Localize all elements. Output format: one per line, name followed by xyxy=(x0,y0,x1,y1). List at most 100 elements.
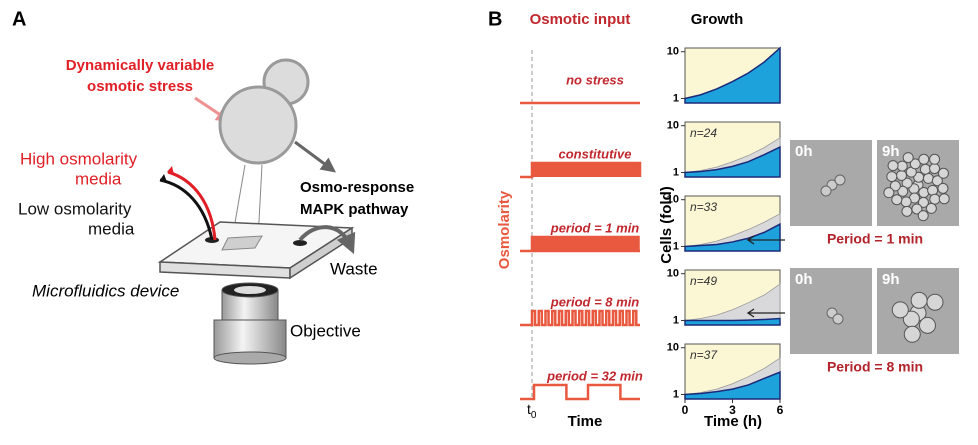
cell xyxy=(929,163,941,175)
cell xyxy=(902,152,914,164)
growth-x-label: Time (h) xyxy=(704,413,762,430)
condition-label: constitutive xyxy=(559,146,632,161)
cell xyxy=(929,193,941,205)
t0-sub: 0 xyxy=(531,410,537,421)
tube-end xyxy=(167,166,174,175)
cell xyxy=(896,169,908,181)
low-media-label: media xyxy=(88,219,135,238)
input-y-label: Osmolarity xyxy=(496,190,513,269)
y-tick-label: 1 xyxy=(673,240,679,252)
cell xyxy=(918,316,936,334)
growth-area xyxy=(684,317,781,326)
cell xyxy=(820,185,832,197)
cell xyxy=(889,180,901,192)
cell xyxy=(917,196,929,208)
cell xyxy=(910,291,928,309)
waste-arrow xyxy=(298,225,356,255)
osmotic-input xyxy=(520,383,640,401)
n-label: n=33 xyxy=(690,200,717,214)
high-media-label: media xyxy=(75,169,122,188)
panel-label: A xyxy=(12,8,26,30)
waste-label: Waste xyxy=(330,259,378,278)
osmotic-input xyxy=(520,161,642,179)
growth-title: Growth xyxy=(691,11,744,28)
outlet xyxy=(293,240,307,246)
cell xyxy=(926,293,944,311)
growth-area xyxy=(684,222,781,252)
cell xyxy=(900,196,912,208)
cell xyxy=(883,187,895,199)
x-tick-label: 3 xyxy=(729,403,736,417)
pointer-arrow xyxy=(746,235,785,245)
time-label: 0h xyxy=(795,143,813,160)
time-label: 0h xyxy=(795,271,813,288)
y-tick-label: 1 xyxy=(673,166,679,178)
n-label: n=37 xyxy=(690,348,718,362)
reference-area xyxy=(684,283,781,326)
condition-label: period = 1 min xyxy=(550,220,640,235)
n-label: n=24 xyxy=(690,126,717,140)
cell xyxy=(896,160,908,172)
device-label: Microfluidics device xyxy=(32,281,179,300)
objective-label: Objective xyxy=(290,321,361,340)
growth-area xyxy=(684,371,781,400)
arrow xyxy=(294,140,337,173)
pathway-label: Osmo-response xyxy=(300,179,414,196)
t0-label: t xyxy=(527,401,531,417)
image-caption: Period = 1 min xyxy=(827,231,923,247)
x-tick-label: 0 xyxy=(682,403,689,417)
tube-high xyxy=(167,170,217,241)
y-tick-label: 10 xyxy=(667,120,679,132)
growth-y-label: Cells (fold) xyxy=(658,186,675,264)
y-tick-label: 1 xyxy=(673,92,679,104)
yeast-cell xyxy=(218,58,310,165)
time-label: 9h xyxy=(882,271,900,288)
high-media-label: High osmolarity xyxy=(20,149,138,168)
cell xyxy=(931,175,943,187)
y-tick-label: 1 xyxy=(673,314,679,326)
cell xyxy=(927,184,939,196)
objective xyxy=(213,282,287,365)
cell xyxy=(918,153,930,165)
pathway-label: MAPK pathway xyxy=(300,201,409,218)
cell xyxy=(925,202,937,214)
x-tick-label: 6 xyxy=(777,403,784,417)
cell xyxy=(834,174,846,186)
chamber xyxy=(221,235,263,251)
cell xyxy=(832,313,844,325)
n-label: n=49 xyxy=(690,274,717,288)
input-title: Osmotic input xyxy=(530,11,631,28)
cell xyxy=(937,182,949,194)
condition-label: no stress xyxy=(566,72,624,87)
image-caption: Period = 8 min xyxy=(827,359,923,375)
cell xyxy=(909,158,921,170)
cell xyxy=(891,301,909,319)
stress-label: osmotic stress xyxy=(87,78,193,95)
cell xyxy=(887,160,899,172)
osmotic-input xyxy=(520,235,640,253)
cell xyxy=(929,153,941,165)
osmotic-input xyxy=(520,309,640,327)
cell xyxy=(903,325,921,343)
t0-label: t0 xyxy=(527,401,537,421)
cell xyxy=(886,171,898,183)
cell xyxy=(919,163,931,175)
growth-area xyxy=(684,145,781,178)
input-x-label: Time xyxy=(568,413,603,430)
time-label: 9h xyxy=(882,143,900,160)
cell xyxy=(922,172,934,184)
panel-label: B xyxy=(488,8,502,30)
y-tick-label: 10 xyxy=(667,46,679,58)
stress-label: Dynamically variable xyxy=(66,57,214,74)
cell xyxy=(938,193,950,205)
low-media-label: Low osmolarity xyxy=(18,199,132,218)
y-tick-label: 10 xyxy=(667,194,679,206)
y-tick-label: 10 xyxy=(667,342,679,354)
cell xyxy=(901,205,913,217)
cell xyxy=(891,194,903,206)
y-tick-label: 10 xyxy=(667,268,679,280)
cell xyxy=(917,210,929,222)
tube-end xyxy=(160,174,167,182)
cell xyxy=(937,167,949,179)
